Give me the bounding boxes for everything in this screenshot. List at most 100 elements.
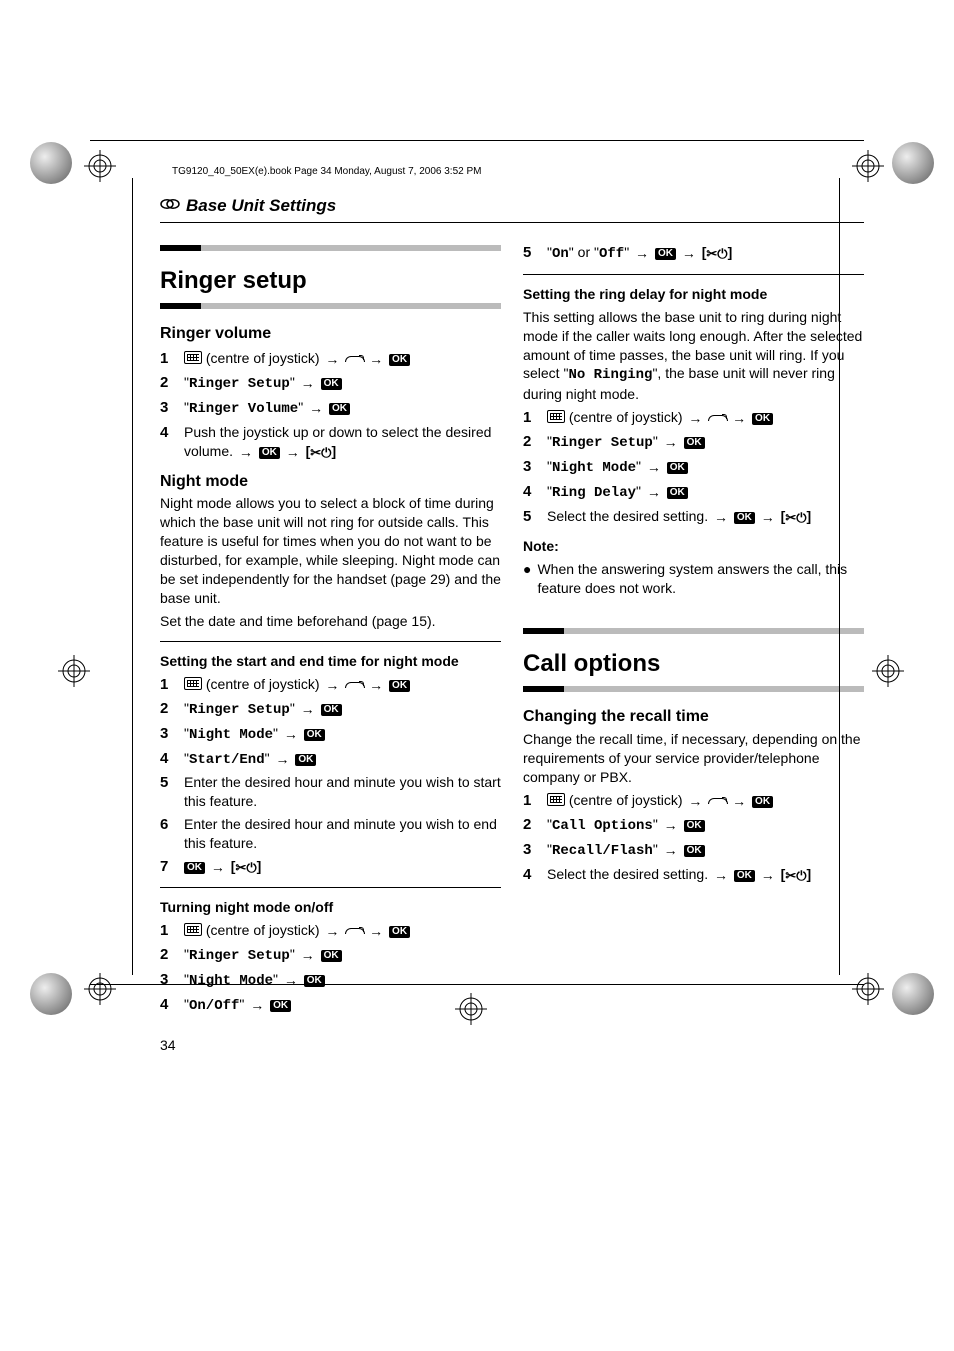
step-body: "On" or "Off" → OK → [✂⏻] (547, 243, 864, 264)
menu-label: Night Mode (189, 727, 273, 743)
step-body: "On/Off" → OK (184, 995, 501, 1016)
rule (132, 178, 133, 975)
step-body: "Start/End" → OK (184, 749, 501, 770)
step-body: "Night Mode" → OK (184, 724, 501, 745)
step-body: Push the joystick up or down to select t… (184, 423, 501, 461)
step-list: 5"On" or "Off" → OK → [✂⏻] (523, 243, 864, 264)
step-number: 6 (160, 815, 184, 835)
list-item: 4"On/Off" → OK (160, 995, 501, 1016)
text: " (239, 996, 248, 1012)
menu-label: Ringer Volume (189, 401, 298, 417)
note-text: When the answering system answers the ca… (537, 560, 864, 598)
print-mark-icon (892, 142, 934, 184)
text: " (298, 399, 307, 415)
rule (160, 222, 864, 223)
step-number: 2 (160, 945, 184, 965)
list-item: 7OK → [✂⏻] (160, 857, 501, 877)
step-number: 1 (523, 408, 547, 428)
text: (centre of joystick) (565, 409, 686, 425)
arrow-icon: → (645, 458, 663, 477)
step-list: 1 (centre of joystick) → → OK 2"Ringer S… (160, 675, 501, 878)
power-off-icon: [✂⏻] (231, 858, 262, 874)
arrow-icon: → (367, 922, 385, 941)
step-body: "Ringer Setup" → OK (184, 945, 501, 966)
list-item: 4Push the joystick up or down to select … (160, 423, 501, 461)
list-item: ●When the answering system answers the c… (523, 560, 864, 598)
text: " (653, 433, 662, 449)
step-body: (centre of joystick) → → OK (184, 349, 501, 368)
crop-mark-icon (455, 993, 487, 1025)
arrow-icon: → (730, 409, 748, 428)
step-number: 1 (160, 675, 184, 695)
power-off-icon: [✂⏻] (781, 866, 812, 882)
section-rule (160, 245, 501, 251)
list-item: 4"Ring Delay" → OK (523, 482, 864, 503)
step-number: 4 (523, 865, 547, 885)
text: " (290, 374, 299, 390)
joystick-icon (547, 793, 565, 806)
step-body: "Night Mode" → OK (184, 970, 501, 991)
ok-icon: OK (734, 512, 755, 524)
menu-label: On/Off (189, 998, 239, 1014)
joystick-icon (184, 677, 202, 690)
step-number: 4 (160, 995, 184, 1015)
step-number: 4 (523, 482, 547, 502)
text: Enter the desired hour and minute you wi… (184, 774, 501, 809)
step-body: "Call Options" → OK (547, 815, 864, 836)
menu-label: Recall/Flash (552, 843, 653, 859)
step-number: 3 (160, 724, 184, 744)
menu-label: Ringer Setup (189, 702, 290, 718)
step-number: 1 (160, 349, 184, 369)
arrow-icon: → (759, 866, 777, 885)
phone-icon (345, 678, 363, 690)
ok-icon: OK (389, 926, 410, 938)
step-list: 1 (centre of joystick) → → OK 2"Ringer S… (160, 921, 501, 1016)
ok-icon: OK (752, 413, 773, 425)
ok-icon: OK (752, 796, 773, 808)
text: " (636, 483, 645, 499)
joystick-icon (184, 923, 202, 936)
list-item: 1 (centre of joystick) → → OK (160, 921, 501, 941)
arrow-icon: → (633, 244, 651, 263)
ok-icon: OK (321, 950, 342, 962)
right-column: 5"On" or "Off" → OK → [✂⏻] Setting the r… (523, 239, 864, 1055)
step-body: (centre of joystick) → → OK (184, 675, 501, 694)
arrow-icon: → (759, 508, 777, 527)
crop-mark-icon (84, 973, 116, 1005)
step-body: "Ringer Setup" → OK (184, 373, 501, 394)
print-mark-icon (892, 973, 934, 1015)
ok-icon: OK (321, 378, 342, 390)
arrow-icon: → (237, 443, 255, 462)
step-number: 5 (160, 773, 184, 793)
breadcrumb: Base Unit Settings (160, 196, 864, 216)
ok-icon: OK (667, 462, 688, 474)
text: " (290, 700, 299, 716)
arrow-icon: → (282, 725, 300, 744)
ok-icon: OK (295, 754, 316, 766)
ok-icon: OK (667, 487, 688, 499)
ok-icon: OK (684, 845, 705, 857)
crop-mark-icon (84, 150, 116, 182)
rule (523, 274, 864, 275)
arrow-icon: → (323, 676, 341, 695)
list-item: 6Enter the desired hour and minute you w… (160, 815, 501, 853)
arrow-icon: → (645, 483, 663, 502)
arrow-icon: → (284, 443, 302, 462)
step-number: 1 (523, 791, 547, 811)
list-item: 3"Ringer Volume" → OK (160, 398, 501, 419)
arrow-icon: → (662, 841, 680, 860)
ok-icon: OK (259, 447, 280, 459)
file-header: TG9120_40_50EX(e).book Page 34 Monday, A… (172, 166, 481, 177)
menu-label: Call Options (552, 818, 653, 834)
list-item: 4"Start/End" → OK (160, 749, 501, 770)
subsection-title: Night mode (160, 471, 501, 493)
menu-label: Off (599, 246, 624, 262)
text: Select the desired setting. (547, 508, 712, 524)
list-item: 4Select the desired setting. → OK → [✂⏻] (523, 865, 864, 885)
step-number: 5 (523, 243, 547, 263)
subsection-title: Changing the recall time (523, 706, 864, 728)
text: " (636, 458, 645, 474)
step-body: Enter the desired hour and minute you wi… (184, 815, 501, 853)
arrow-icon: → (730, 792, 748, 811)
arrow-icon: → (299, 946, 317, 965)
